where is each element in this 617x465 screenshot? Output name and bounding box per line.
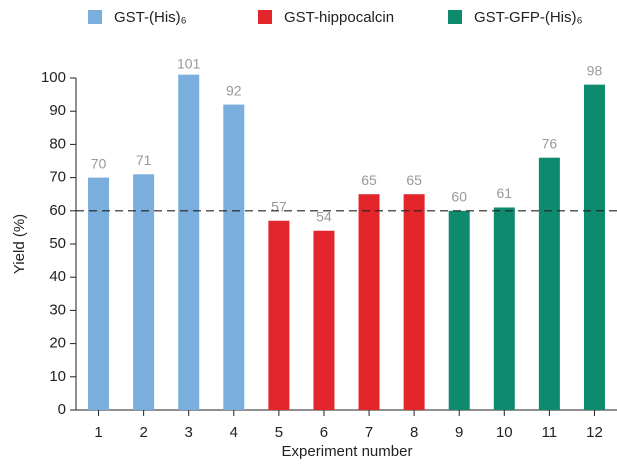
legend-label: GST-hippocalcin <box>284 9 394 26</box>
legend-label: GST-GFP-(His)₆ <box>474 9 583 26</box>
x-tick-label: 7 <box>365 424 373 441</box>
bar <box>538 157 560 410</box>
x-tick-label: 12 <box>586 424 603 441</box>
value-label: 61 <box>497 185 513 201</box>
x-tick-label: 10 <box>496 424 513 441</box>
legend-swatch <box>448 10 462 24</box>
value-label: 92 <box>226 82 242 98</box>
x-tick-label: 6 <box>320 424 328 441</box>
bar <box>583 84 605 410</box>
y-tick-label: 0 <box>58 401 66 418</box>
value-label: 65 <box>406 172 422 188</box>
bar <box>493 207 515 410</box>
y-axis-label: Yield (%) <box>11 214 28 274</box>
bar <box>448 210 470 410</box>
value-label: 71 <box>136 152 152 168</box>
x-tick-label: 11 <box>542 424 558 441</box>
legend-swatch <box>88 10 102 24</box>
bar <box>313 230 335 410</box>
bar <box>133 174 155 410</box>
value-label: 101 <box>177 56 201 72</box>
x-tick-label: 3 <box>185 424 193 441</box>
value-label: 60 <box>451 189 467 205</box>
y-tick-label: 50 <box>49 235 66 252</box>
y-tick-label: 10 <box>49 368 66 385</box>
value-label: 70 <box>91 155 107 171</box>
x-tick-label: 8 <box>410 424 418 441</box>
value-label: 57 <box>271 198 287 214</box>
value-label: 98 <box>587 62 603 78</box>
y-tick-label: 60 <box>49 202 66 219</box>
value-label: 54 <box>316 208 332 224</box>
value-label: 76 <box>542 135 558 151</box>
y-tick-label: 30 <box>49 301 66 318</box>
legend-swatch <box>258 10 272 24</box>
y-tick-label: 90 <box>49 102 66 119</box>
x-tick-label: 9 <box>455 424 463 441</box>
x-axis-label: Experiment number <box>282 443 413 460</box>
bar <box>268 220 290 410</box>
legend-label: GST-(His)₆ <box>114 9 187 26</box>
bar <box>403 194 425 410</box>
x-tick-label: 5 <box>275 424 283 441</box>
x-tick-label: 4 <box>230 424 238 441</box>
y-tick-label: 40 <box>49 268 66 285</box>
value-label: 65 <box>361 172 377 188</box>
bar <box>178 74 200 411</box>
y-tick-label: 100 <box>41 69 66 86</box>
x-tick-label: 2 <box>139 424 147 441</box>
y-tick-label: 20 <box>49 335 66 352</box>
bar <box>358 194 380 410</box>
bar <box>88 177 110 410</box>
bar <box>223 104 245 410</box>
y-tick-label: 70 <box>49 169 66 186</box>
y-tick-label: 80 <box>49 135 66 152</box>
x-tick-label: 1 <box>94 424 102 441</box>
